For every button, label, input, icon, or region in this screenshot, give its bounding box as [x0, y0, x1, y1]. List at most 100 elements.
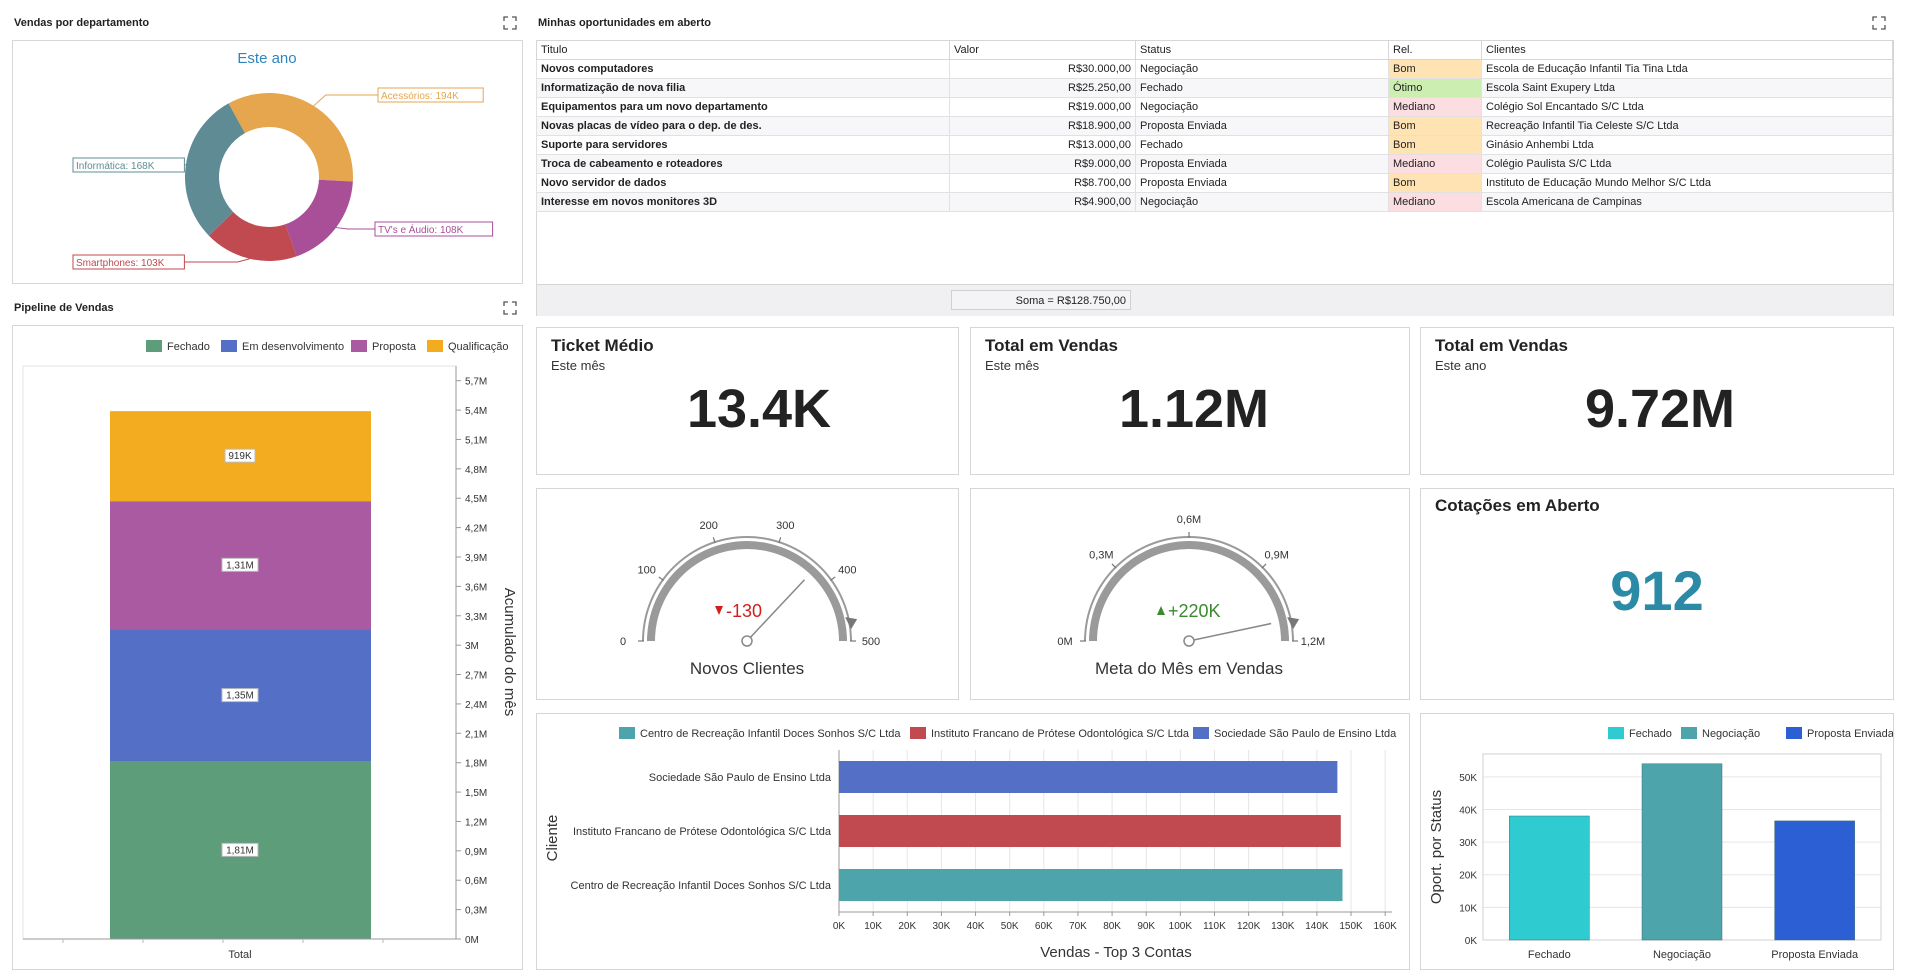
- x-tick-label: 140K: [1305, 921, 1329, 932]
- bar: [839, 761, 1338, 793]
- cell-rel: Bom: [1388, 116, 1482, 136]
- cell-valor: R$13.000,00: [949, 135, 1136, 155]
- table-row[interactable]: Novos computadores R$30.000,00 Negociação B…: [536, 59, 1893, 79]
- y-tick-label: Instituto Francano de Prótese Odontológi…: [573, 826, 832, 838]
- maximize-icon[interactable]: [1872, 16, 1886, 30]
- bar: [839, 815, 1341, 847]
- pipeline-title: Pipeline de Vendas: [14, 302, 114, 314]
- gauge-tick-label: 200: [700, 520, 718, 532]
- y-tick-label: 2,1M: [465, 729, 487, 740]
- gauge-marker: [1287, 617, 1300, 630]
- gauge-card-novos-clientes: 0 100 200 300 400 500 -130 Novos Clientes: [536, 488, 959, 700]
- y-tick-label: Centro de Recreação Infantil Doces Sonho…: [571, 880, 832, 892]
- kpi-value: 1.12M: [1118, 379, 1270, 439]
- cell-status: Fechado: [1135, 135, 1389, 155]
- table-row[interactable]: Novas placas de vídeo para o dep. de des…: [536, 116, 1893, 136]
- gauge-tick-label: 300: [776, 520, 794, 532]
- grid-sum: Soma = R$128.750,00: [951, 290, 1131, 310]
- column-header-valor[interactable]: Valor: [949, 40, 1136, 60]
- y-tick-label: 1,5M: [465, 788, 487, 799]
- x-axis-title: Vendas - Top 3 Contas: [1040, 944, 1192, 961]
- x-tick-label: 70K: [1069, 921, 1087, 932]
- x-tick-label: 100K: [1169, 921, 1193, 932]
- y-tick-label: 1,2M: [465, 817, 487, 828]
- cell-status: Negociação: [1135, 97, 1389, 117]
- delta-up-icon: [1157, 606, 1165, 615]
- gauge-tick-label: 0M: [1057, 636, 1072, 648]
- legend-swatch: [146, 340, 162, 352]
- table-row[interactable]: Equipamentos para um novo departamento R$…: [536, 97, 1893, 117]
- gauge-delta: -130: [726, 601, 762, 621]
- y-tick-label: 3,6M: [465, 582, 487, 593]
- x-tick-label: Proposta Enviada: [1771, 949, 1859, 961]
- oport-status-panel: Fechado Negociação Proposta Enviada 0K 10K 20…: [1420, 713, 1895, 970]
- y-tick-label: 4,8M: [465, 465, 487, 476]
- gauge-tick-label: 100: [638, 564, 656, 576]
- cell-valor: R$19.000,00: [949, 97, 1136, 117]
- x-tick-label: 90K: [1137, 921, 1155, 932]
- kpi-subtitle: Este mês: [551, 358, 606, 373]
- legend-label: Proposta Enviada: [1807, 728, 1893, 740]
- y-tick-label: 3,9M: [465, 553, 487, 564]
- segment-label: 1,81M: [226, 845, 254, 856]
- table-row[interactable]: Interesse em novos monitores 3D R$4.900,0…: [536, 192, 1893, 212]
- table-row[interactable]: Suporte para servidores R$13.000,00 Fechad…: [536, 135, 1893, 155]
- maximize-icon[interactable]: [503, 301, 517, 315]
- table-row[interactable]: Troca de cabeamento e roteadores R$9.000,…: [536, 154, 1893, 174]
- cell-rel: Mediano: [1388, 192, 1482, 212]
- gauge-outline: [642, 536, 852, 641]
- donut-leader-line: [336, 227, 375, 230]
- cell-titulo: Novas placas de vídeo para o dep. de des…: [536, 116, 950, 136]
- gauge-needle: [1188, 622, 1272, 642]
- kpi-subtitle: Este mês: [985, 358, 1040, 373]
- legend-swatch: [221, 340, 237, 352]
- table-row[interactable]: Informatização de nova filia R$25.250,00 F…: [536, 78, 1893, 98]
- legend-label: Em desenvolvimento: [242, 341, 344, 353]
- x-axis-label: Total: [228, 949, 251, 961]
- y-tick-label: 3M: [465, 641, 479, 652]
- cell-valor: R$18.900,00: [949, 116, 1136, 136]
- cell-titulo: Novo servidor de dados: [536, 173, 950, 193]
- gauge-meta-mes: 0M 0,3M 0,6M 0,9M 1,2M +220K Meta do Mês em Ve…: [1057, 514, 1325, 678]
- column-header-clientes[interactable]: Clientes: [1481, 40, 1893, 60]
- segment-label: 1,35M: [226, 691, 254, 702]
- column-header-rel[interactable]: Rel.: [1388, 40, 1482, 60]
- gauge-tick: [1111, 563, 1117, 569]
- y-tick-label: 5,7M: [465, 377, 487, 388]
- bar: [1774, 820, 1855, 941]
- cell-valor: R$30.000,00: [949, 59, 1136, 79]
- cell-rel: Ótimo: [1388, 78, 1482, 98]
- gauge-tick: [778, 537, 782, 544]
- table-row[interactable]: Novo servidor de dados R$8.700,00 Proposta…: [536, 173, 1893, 193]
- kpi-card-total-vendas-mes: [970, 327, 1410, 475]
- gauge-pivot: [741, 635, 753, 647]
- delta-down-icon: [715, 606, 723, 615]
- y-axis-title: Acumulado do mês: [501, 588, 518, 716]
- y-tick-label: 50K: [1459, 773, 1477, 784]
- cell-titulo: Suporte para servidores: [536, 135, 950, 155]
- maximize-icon[interactable]: [503, 16, 517, 30]
- legend-swatch: [1608, 727, 1624, 739]
- bar: [1509, 815, 1590, 941]
- cell-clientes: Recreação Infantil Tia Celeste S/C Ltda: [1481, 116, 1893, 136]
- kpi-card-total-vendas-ano: [1420, 327, 1894, 475]
- y-tick-label: 0K: [1465, 936, 1478, 947]
- gauge-tick-label: 500: [862, 636, 880, 648]
- donut-chart: Este ano Acessórios: 194K TV's e Áudio: 10…: [72, 50, 494, 270]
- gauge-tick: [712, 537, 716, 544]
- y-tick-label: 40K: [1459, 805, 1477, 816]
- cell-rel: Bom: [1388, 173, 1482, 193]
- segment-label: 919K: [228, 451, 252, 462]
- kpi-title: Total em Vendas: [1435, 336, 1568, 355]
- x-tick-label: 60K: [1035, 921, 1053, 932]
- segment-label-box: [221, 842, 259, 857]
- y-tick-label: 4,2M: [465, 524, 487, 535]
- bar: [1641, 763, 1723, 941]
- column-header-titulo[interactable]: Titulo: [536, 40, 950, 60]
- pipeline-chart: Fechado Em desenvolvimento Proposta Qualifi…: [22, 340, 518, 961]
- x-tick-label: 160K: [1373, 921, 1397, 932]
- x-tick-label: 30K: [933, 921, 951, 932]
- kpi-subtitle: Este ano: [1435, 358, 1487, 373]
- column-header-status[interactable]: Status: [1135, 40, 1389, 60]
- donut-label-box: [377, 87, 484, 103]
